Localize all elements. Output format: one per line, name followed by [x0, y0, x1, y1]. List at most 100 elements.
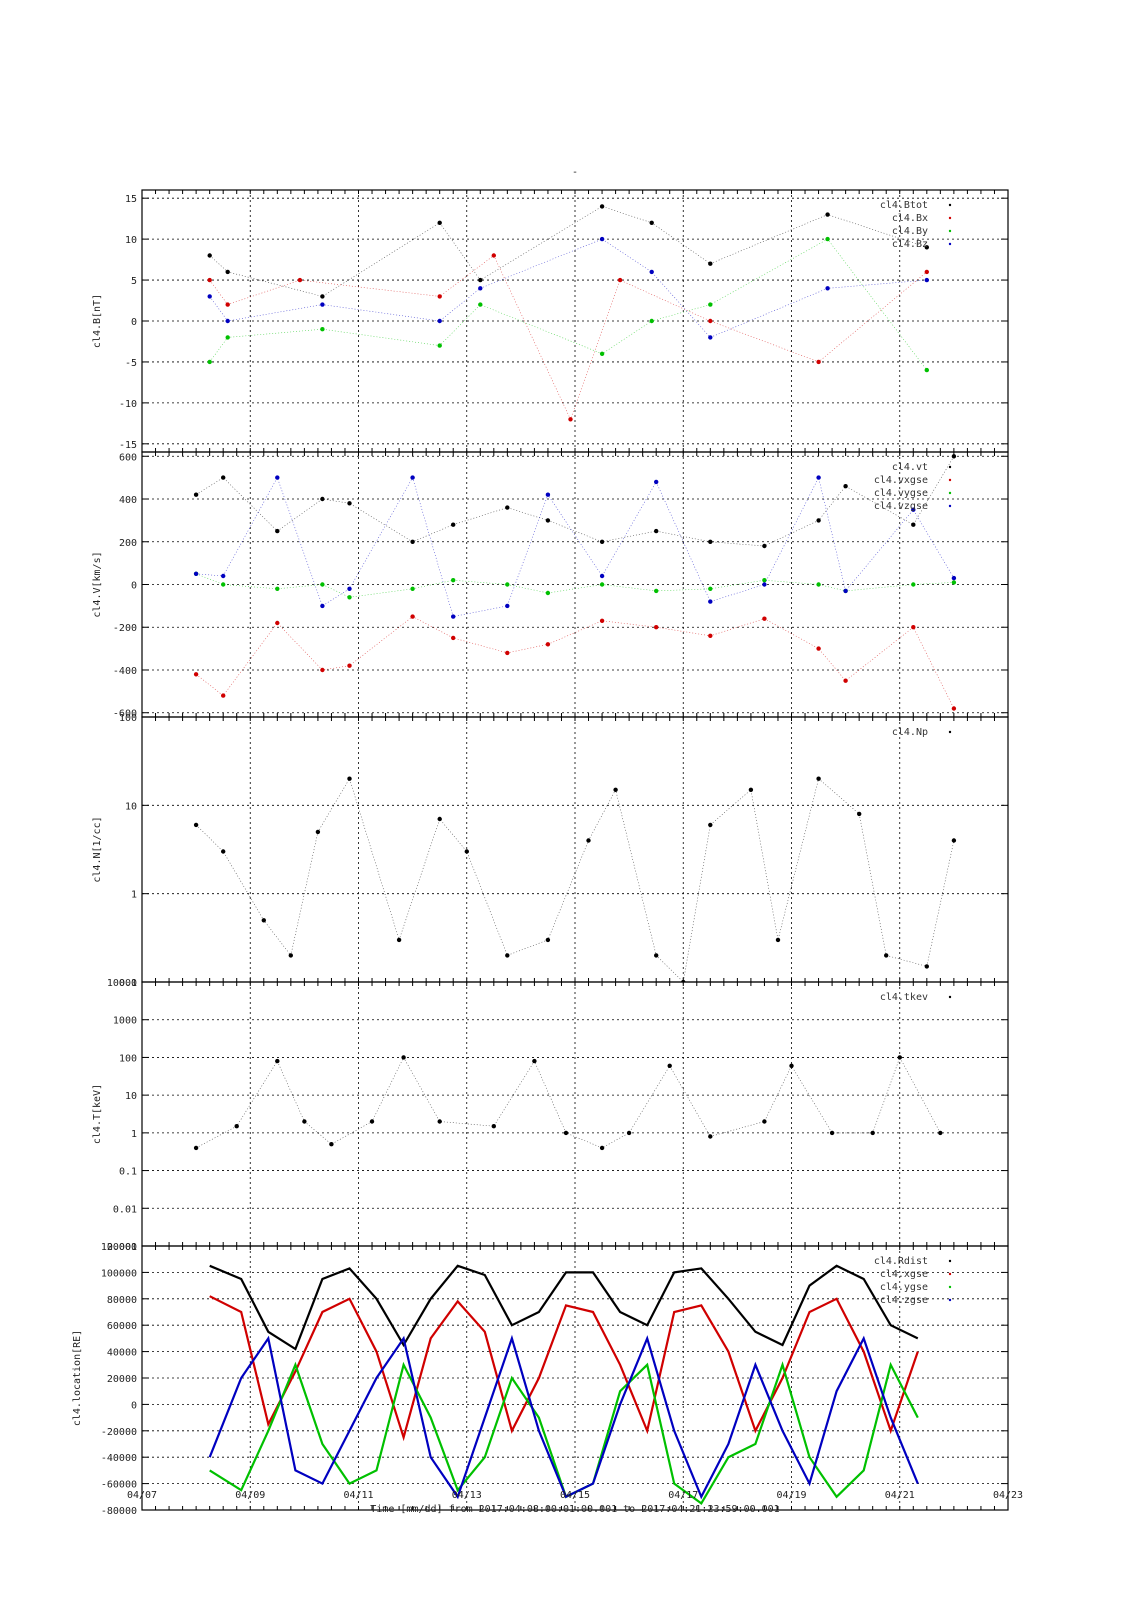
- data-point-cl4-vxgse: [951, 706, 957, 711]
- y-tick-label: 1: [131, 890, 137, 901]
- data-point-cl4-vzgse: [762, 582, 767, 587]
- data-point-cl4-tkev: [234, 1124, 239, 1129]
- data-point-cl4-By: [599, 351, 605, 356]
- data-point-cl4-Np: [545, 937, 551, 943]
- series-trace-cl4-Btot: [209, 206, 927, 297]
- data-point-cl4-Bz: [649, 269, 654, 275]
- panel-5: 120000 100000 80000 60000 40000 20000 0 -20000 -…: [72, 1242, 1009, 1517]
- data-point-cl4-vt: [347, 501, 352, 506]
- data-point-cl4-Np: [613, 787, 618, 792]
- panel-2: 600 400 200 0 -200 -400 -600 cl4.V[km/s] cl4.vt c…: [92, 451, 1009, 720]
- data-point-cl4-vzgse: [410, 475, 415, 480]
- x-tick-label: 04/17: [668, 1490, 698, 1501]
- data-point-cl4-Np: [221, 849, 226, 854]
- legend-entry: cl4.zgse: [880, 1295, 928, 1306]
- data-point-cl4-By: [320, 327, 325, 332]
- data-point-cl4-vzgse: [275, 475, 280, 480]
- data-point-cl4-Bz: [599, 236, 605, 242]
- y-tick-label: 5: [131, 276, 137, 287]
- data-point-cl4-vt: [451, 522, 456, 527]
- data-point-cl4-vxgse: [193, 672, 199, 677]
- data-point-cl4-vxgse: [451, 635, 456, 641]
- y-tick-label: -600: [113, 709, 137, 720]
- data-point-cl4-tkev: [938, 1130, 943, 1136]
- data-point-cl4-vzgse: [451, 614, 456, 619]
- data-point-cl4-vxgse: [911, 625, 916, 630]
- data-point-cl4-vzgse: [843, 588, 848, 594]
- legend-marker: [948, 242, 952, 246]
- data-point-cl4-Np: [586, 838, 591, 843]
- y-tick-label: 80000: [107, 1295, 137, 1306]
- data-point-cl4-vt: [654, 528, 659, 534]
- data-point-cl4-By: [825, 236, 830, 242]
- data-point-cl4-By: [478, 302, 483, 307]
- data-point-cl4-Bz: [478, 286, 483, 291]
- data-point-cl4-tkev: [762, 1119, 767, 1124]
- data-point-cl4-vxgse: [320, 667, 325, 673]
- data-point-cl4-Bz: [207, 294, 212, 299]
- series-group: [207, 204, 929, 422]
- data-point-cl4-vygse: [911, 582, 916, 587]
- y-tick-label: -5: [125, 358, 137, 369]
- data-point-cl4-vxgse: [545, 642, 551, 647]
- legend-marker: [948, 730, 952, 734]
- data-point-cl4-Np: [193, 822, 199, 828]
- data-point-cl4-By: [207, 359, 212, 365]
- y-axis-label: cl4.N[1/cc]: [92, 816, 103, 882]
- data-point-cl4-vxgse: [708, 633, 713, 638]
- data-point-cl4-vxgse: [347, 663, 352, 668]
- legend-entry: cl4.tkev: [880, 992, 928, 1003]
- data-point-cl4-vzgse: [320, 603, 325, 609]
- data-point-cl4-Bz: [708, 335, 713, 340]
- data-point-cl4-vt: [320, 496, 325, 502]
- y-axis-label: cl4.B[nT]: [92, 294, 103, 348]
- x-tick-label: 04/19: [776, 1490, 806, 1501]
- y-tick-label: 600: [119, 452, 137, 463]
- data-point-cl4-tkev: [599, 1145, 605, 1151]
- y-tick-label: 1: [131, 1129, 137, 1140]
- data-point-cl4-Np: [884, 953, 889, 958]
- legend-marker: [948, 216, 952, 220]
- y-tick-label: 10: [125, 801, 137, 812]
- legend-marker: [948, 478, 952, 482]
- series-trace-cl4-tkev: [195, 1056, 941, 1149]
- data-point-cl4-Btot: [320, 294, 325, 299]
- data-point-cl4-vygse: [708, 586, 713, 591]
- data-point-cl4-Bx: [617, 277, 623, 283]
- data-point-cl4-tkev: [275, 1058, 280, 1064]
- data-point-cl4-tkev: [789, 1063, 794, 1069]
- data-point-cl4-Btot: [207, 253, 212, 258]
- data-point-cl4-Np: [708, 822, 713, 828]
- data-point-cl4-Bz: [437, 318, 442, 324]
- data-point-cl4-vt: [193, 492, 199, 497]
- y-tick-label: 15: [125, 194, 137, 205]
- data-point-cl4-vt: [599, 539, 605, 544]
- series-line-cl4-Rdist: [209, 1264, 919, 1351]
- y-tick-label: 0: [131, 317, 137, 328]
- y-tick-label: 200: [119, 538, 137, 549]
- y-tick-label: 400: [119, 495, 137, 506]
- legend-entry: cl4.Np: [892, 727, 928, 738]
- data-point-cl4-vzgse: [911, 507, 916, 512]
- data-point-cl4-tkev: [563, 1130, 569, 1136]
- y-tick-label: 100000: [101, 1268, 137, 1279]
- data-point-cl4-Bx: [924, 269, 929, 275]
- data-point-cl4-vt: [951, 454, 957, 459]
- y-axis-label: cl4.location[RE]: [72, 1330, 83, 1426]
- legend-marker: [948, 1285, 952, 1289]
- data-point-cl4-tkev: [708, 1134, 713, 1139]
- data-point-cl4-tkev: [829, 1130, 835, 1136]
- data-point-cl4-Bz: [825, 286, 830, 291]
- data-point-cl4-vzgse: [505, 603, 510, 609]
- legend-entry: cl4.vzgse: [874, 501, 928, 512]
- data-point-cl4-vxgse: [410, 614, 415, 619]
- data-point-cl4-Btot: [225, 269, 230, 275]
- series-line-cl4-xgse: [209, 1295, 919, 1442]
- y-tick-label: -10: [119, 399, 137, 410]
- data-point-cl4-Bx: [207, 277, 212, 283]
- y-tick-label: -80000: [101, 1506, 137, 1517]
- data-point-cl4-vygse: [505, 582, 510, 587]
- data-point-cl4-tkev: [329, 1142, 334, 1147]
- data-point-cl4-Btot: [478, 277, 483, 283]
- data-point-cl4-Np: [748, 787, 754, 792]
